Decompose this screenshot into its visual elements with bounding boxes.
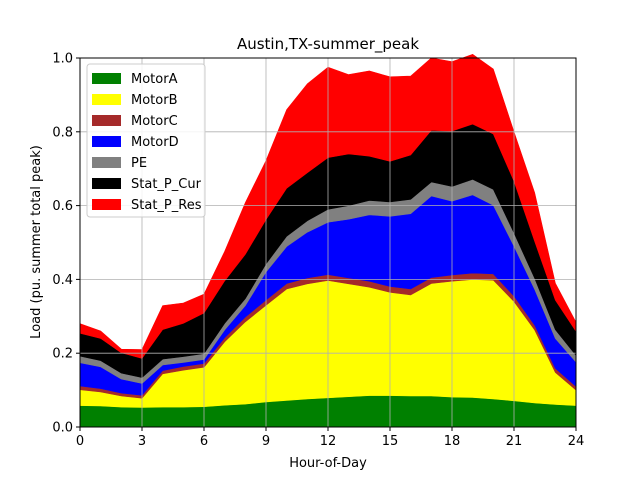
legend-swatch (92, 178, 121, 189)
legend-swatch (92, 94, 121, 105)
legend-label: MotorA (131, 72, 178, 87)
y-tick-label: 0.0 (52, 421, 73, 436)
legend-swatch (92, 199, 121, 210)
x-tick-label: 21 (506, 434, 523, 449)
x-tick-label: 9 (262, 434, 270, 449)
y-tick-label: 0.6 (52, 199, 73, 214)
legend-swatch (92, 73, 121, 84)
legend-swatch (92, 115, 121, 126)
y-axis-label: Load (pu. summer total peak) (29, 145, 44, 339)
legend: MotorA MotorB MotorC MotorD PE Stat_P_Cur Stat… (86, 63, 206, 218)
legend-label: Stat_P_Cur (131, 177, 202, 192)
y-tick-label: 0.2 (52, 347, 73, 362)
x-tick-label: 18 (444, 434, 461, 449)
legend-swatch (92, 136, 121, 147)
x-tick-label: 12 (320, 434, 337, 449)
x-axis-label: Hour-of-Day (289, 456, 367, 471)
x-tick-label: 6 (200, 434, 208, 449)
x-tick-label: 0 (76, 434, 84, 449)
legend-label: PE (131, 156, 147, 171)
x-axis-ticks: 0 3 6 9 12 15 18 21 24 (76, 427, 584, 449)
y-tick-label: 0.4 (52, 273, 73, 288)
legend-label: MotorC (131, 114, 178, 129)
y-tick-label: 0.8 (52, 125, 73, 140)
x-tick-label: 24 (568, 434, 585, 449)
x-tick-label: 15 (382, 434, 399, 449)
legend-label: MotorD (131, 135, 179, 150)
legend-label: Stat_P_Res (131, 198, 202, 213)
y-axis-ticks: 0.0 0.2 0.4 0.6 0.8 1.0 (52, 52, 80, 436)
x-tick-label: 3 (138, 434, 146, 449)
chart-title: Austin,TX-summer_peak (237, 35, 419, 54)
legend-label: MotorB (131, 93, 177, 108)
y-tick-label: 1.0 (52, 52, 73, 67)
legend-swatch (92, 157, 121, 168)
